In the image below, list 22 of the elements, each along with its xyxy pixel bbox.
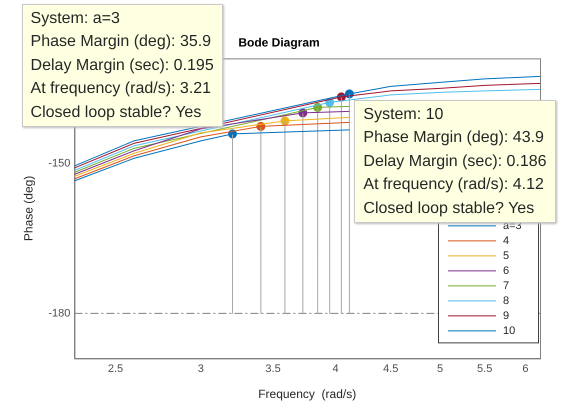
- legend-label: 7: [503, 280, 510, 292]
- legend-label: 4: [503, 234, 510, 247]
- y-axis-title: Phase (deg): [22, 176, 36, 242]
- x-tick-label: 3: [198, 363, 204, 376]
- x-tick-label: 2.5: [108, 363, 124, 376]
- x-tick-label: 6: [522, 363, 528, 376]
- legend-label: 10: [503, 324, 516, 337]
- x-tick-label: 4: [332, 363, 339, 376]
- x-tick-label: 4.5: [383, 363, 398, 376]
- chart-title: Bode Diagram: [238, 36, 320, 50]
- y-tick-label: -150: [48, 157, 70, 170]
- x-axis-title: Frequency (rad/s): [258, 387, 356, 402]
- x-tick-label: 5.5: [477, 363, 492, 376]
- y-tick-label: -180: [48, 307, 70, 320]
- annotation: System: a=3 Phase Margin (deg): 35.9 Delay Margin (sec): 0.195 At frequency (rad/s): 3.21 Closed loop stable? Yes: [22, 4, 223, 128]
- x-tick-label: 3.5: [265, 363, 281, 376]
- annotation: System: 10 Phase Margin (deg): 43.9 Delay Margin (sec): 0.186 At frequency (rad/s): 4.12 Closed loop stable? Yes: [363, 106, 547, 217]
- legend-label: 9: [503, 310, 510, 322]
- x-tick-label: 5: [436, 363, 444, 376]
- legend-label: 5: [503, 250, 510, 262]
- legend-label: 8: [503, 294, 510, 307]
- legend-label: 6: [503, 264, 510, 277]
